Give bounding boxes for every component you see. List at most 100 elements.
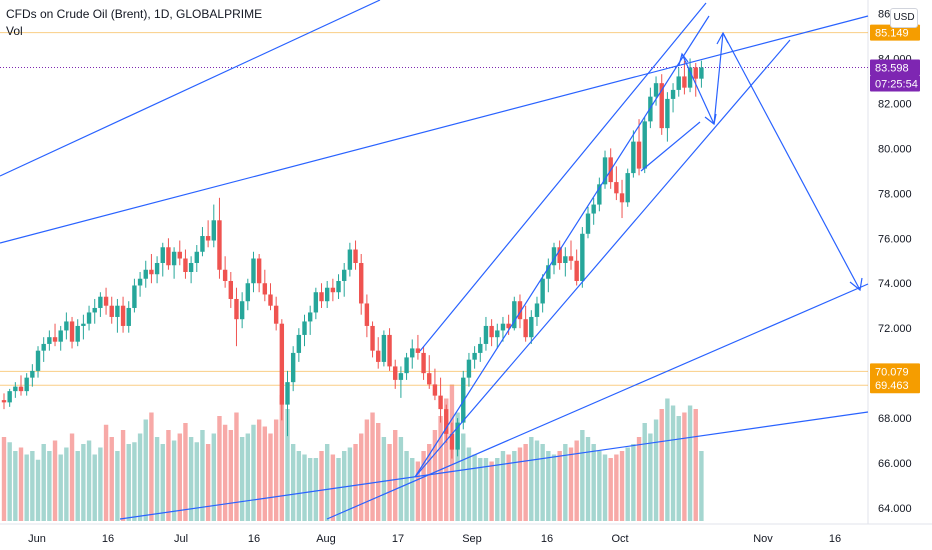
price-label-box	[870, 24, 920, 41]
volume-bar	[648, 433, 653, 521]
time-tick-label: 16	[541, 533, 553, 545]
volume-bar	[92, 454, 97, 521]
volume-bar	[523, 444, 528, 521]
volume-bar	[563, 444, 568, 521]
volume-bar	[427, 444, 432, 521]
candle	[103, 296, 109, 306]
price-label-box	[870, 363, 920, 380]
time-tick-label: Jul	[174, 533, 188, 545]
candle	[353, 249, 358, 264]
volume-bar	[512, 451, 517, 521]
currency-button[interactable]: USD	[890, 8, 918, 28]
candle	[602, 157, 608, 185]
candle	[18, 386, 24, 392]
trend-line	[419, 2, 707, 352]
volume-bar	[625, 447, 630, 521]
time-tick-label: Jun	[28, 533, 46, 545]
trend-drawings	[0, 0, 869, 520]
price-label-box	[870, 75, 920, 92]
candle	[398, 373, 404, 380]
volume-bar	[619, 451, 625, 521]
price-axis: 64.00066.00068.00070.00072.00074.00076.0…	[870, 8, 920, 515]
candle	[336, 280, 341, 293]
candle	[115, 305, 120, 317]
symbol-title[interactable]: CFDs on Crude Oil (Brent), 1D, GLOBALPRI…	[6, 7, 263, 21]
candle	[665, 98, 670, 129]
volume-bar	[438, 416, 443, 521]
volume-bar	[262, 426, 268, 521]
volume-bar	[132, 442, 137, 521]
volume-bar	[24, 454, 29, 521]
price-label: 69.463	[875, 380, 909, 392]
candle	[642, 121, 647, 169]
candle	[47, 337, 52, 344]
volume-bar	[137, 433, 143, 521]
volume-bar	[670, 405, 676, 521]
candle	[461, 377, 466, 423]
candle	[13, 386, 18, 392]
volume-bar	[404, 451, 409, 521]
candle	[222, 269, 228, 281]
volume-label[interactable]: Vol	[6, 24, 23, 38]
volume-bar	[699, 451, 704, 521]
candle	[234, 298, 239, 320]
price-label: 85.149	[875, 28, 909, 40]
volume-bar	[608, 458, 613, 521]
candle	[699, 67, 704, 79]
candle	[149, 269, 154, 275]
candle	[290, 352, 296, 383]
arrow-head	[704, 113, 717, 126]
volume-bar	[239, 437, 245, 521]
price-tick-label: 78.000	[878, 188, 912, 200]
candle	[245, 283, 251, 302]
candle	[171, 251, 177, 266]
candle	[563, 256, 568, 264]
candle	[682, 76, 687, 88]
candle	[302, 321, 307, 335]
volume-bar	[415, 461, 421, 521]
volume-bar	[109, 437, 114, 521]
volume-bar	[183, 423, 188, 521]
candle	[478, 343, 483, 353]
volume-bar	[41, 444, 46, 521]
candle	[597, 184, 602, 205]
arrow-head	[678, 52, 689, 66]
candle	[228, 280, 233, 299]
candle	[619, 193, 625, 203]
candle	[132, 285, 137, 308]
volume-bar	[461, 433, 466, 521]
candle	[483, 325, 489, 344]
candle	[432, 384, 438, 396]
candle	[205, 236, 211, 241]
volume-bar	[115, 451, 120, 521]
volume-bar	[529, 437, 534, 521]
volume-bar	[330, 454, 336, 521]
volume-bar	[517, 447, 523, 521]
candle	[540, 278, 545, 304]
candle	[41, 343, 46, 351]
time-tick-label: Oct	[611, 533, 628, 545]
candle	[676, 76, 681, 90]
candle	[529, 316, 534, 338]
candle	[591, 204, 596, 214]
volume-bar	[353, 444, 358, 521]
candle	[512, 301, 517, 329]
candle	[636, 141, 642, 169]
price-tick-label: 76.000	[878, 233, 912, 245]
candle	[517, 301, 523, 320]
candle	[393, 366, 398, 380]
volume-bar	[69, 433, 75, 521]
trend-line	[414, 39, 791, 478]
volume-bar	[200, 430, 205, 521]
volume-bar	[653, 419, 659, 521]
volume-bar	[18, 447, 24, 521]
volume-bar	[75, 451, 80, 521]
trend-line	[713, 32, 724, 125]
time-tick-label: 17	[392, 533, 404, 545]
volume-bar	[273, 419, 279, 521]
volume-bar	[506, 454, 511, 521]
volume-bar	[47, 451, 52, 521]
volume-bar	[495, 458, 500, 521]
